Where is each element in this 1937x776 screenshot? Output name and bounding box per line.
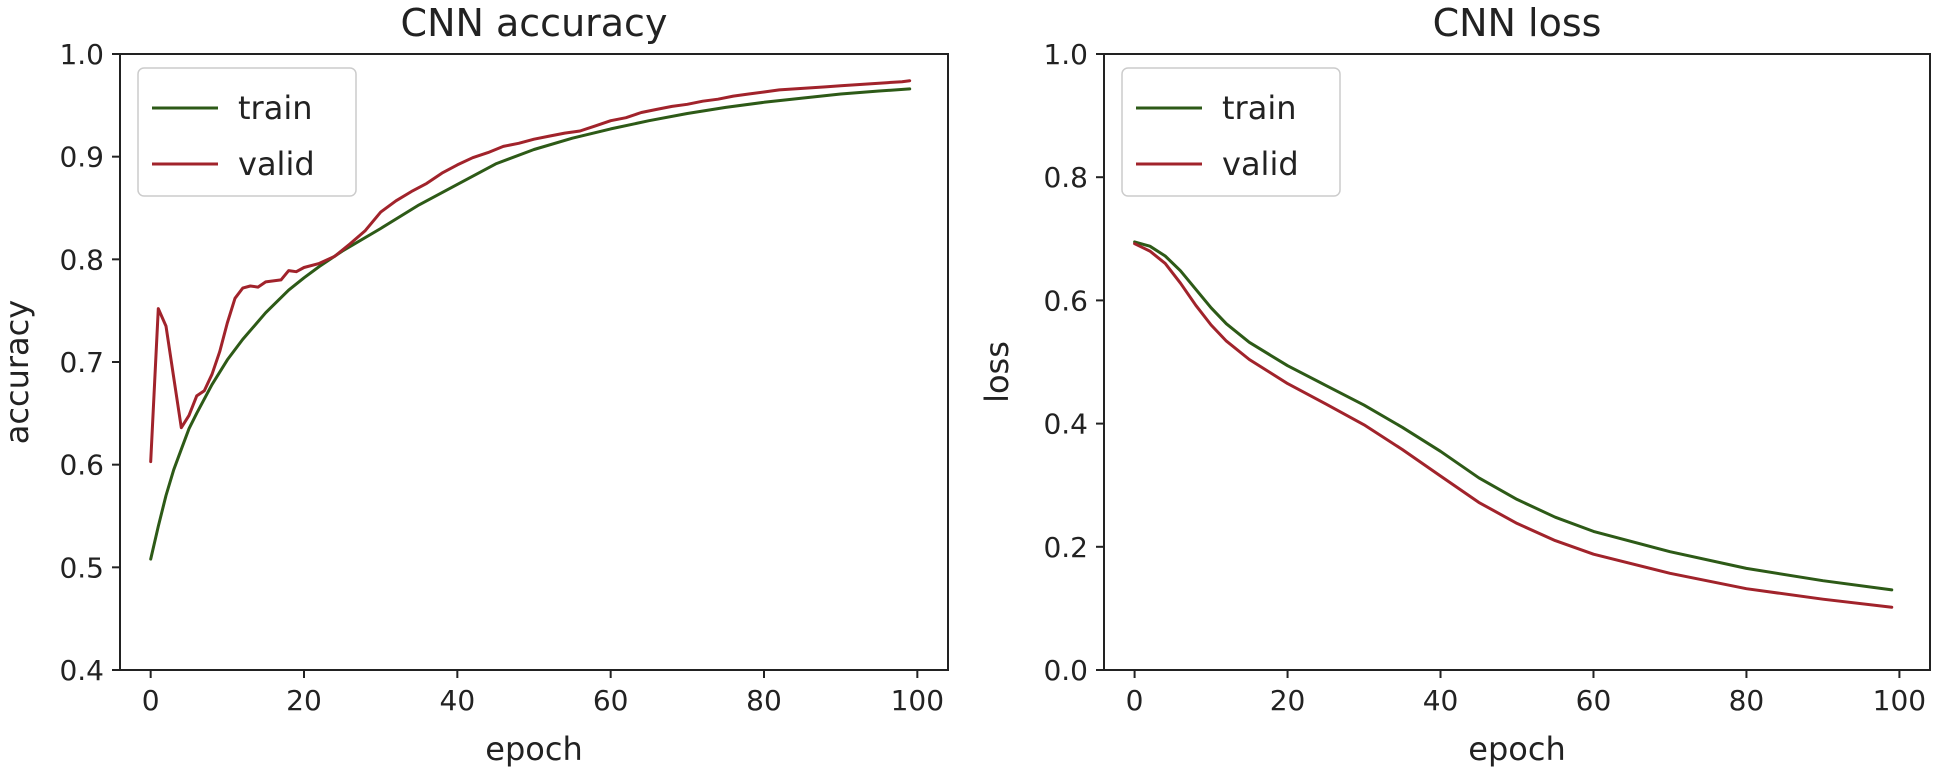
loss-y-tick-label: 1.0 bbox=[1043, 38, 1088, 71]
loss-x-axis-label: epoch bbox=[1468, 730, 1565, 768]
accuracy-legend-valid-label: valid bbox=[238, 145, 315, 183]
accuracy-x-tick-label: 100 bbox=[891, 684, 944, 717]
loss-legend-valid-label: valid bbox=[1222, 145, 1299, 183]
loss-plot-frame bbox=[1103, 53, 1931, 671]
accuracy-x-axis-label: epoch bbox=[485, 730, 582, 768]
loss-y-tick-label: 0.8 bbox=[1043, 161, 1088, 194]
loss-x-tick-label: 40 bbox=[1423, 684, 1459, 717]
loss-x-tick-label: 60 bbox=[1576, 684, 1612, 717]
accuracy-chart-title: CNN accuracy bbox=[401, 1, 668, 45]
loss-y-tick-label: 0.2 bbox=[1043, 531, 1088, 564]
loss-x-tick-label: 0 bbox=[1126, 684, 1144, 717]
loss-x-tick-label: 20 bbox=[1270, 684, 1306, 717]
accuracy-chart-panel: 0 20 40 60 80 100 0.4 0.5 0.6 0.7 0.8 0.9 1.0 CNN acc… bbox=[0, 1, 949, 768]
accuracy-legend-train-label: train bbox=[238, 89, 312, 127]
loss-y-axis-label: loss bbox=[978, 341, 1016, 403]
loss-chart-panel: 0 20 40 60 80 100 0.0 0.2 0.4 0.6 0.8 1.0 CNN loss ep… bbox=[978, 1, 1931, 768]
loss-valid-line bbox=[1133, 242, 1894, 609]
loss-y-tick-label: 0.6 bbox=[1043, 284, 1088, 317]
accuracy-x-tick-label: 80 bbox=[746, 684, 782, 717]
loss-x-tick-label: 80 bbox=[1729, 684, 1765, 717]
accuracy-x-tick-label: 20 bbox=[286, 684, 322, 717]
accuracy-y-tick-label: 0.7 bbox=[59, 346, 104, 379]
accuracy-x-tick-label: 40 bbox=[440, 684, 476, 717]
accuracy-x-tick-label: 0 bbox=[142, 684, 160, 717]
accuracy-y-tick-label: 0.9 bbox=[59, 141, 104, 174]
accuracy-y-tick-label: 0.8 bbox=[59, 243, 104, 276]
accuracy-y-tick-label: 0.4 bbox=[59, 654, 104, 687]
loss-legend-train-label: train bbox=[1222, 89, 1296, 127]
loss-train-line bbox=[1133, 240, 1894, 592]
accuracy-y-tick-label: 1.0 bbox=[59, 38, 104, 71]
loss-y-tick-label: 0.0 bbox=[1043, 654, 1088, 687]
loss-chart-title: CNN loss bbox=[1433, 1, 1602, 45]
accuracy-x-tick-label: 60 bbox=[593, 684, 629, 717]
accuracy-y-tick-label: 0.5 bbox=[59, 551, 104, 584]
accuracy-train-line bbox=[149, 87, 912, 561]
accuracy-y-tick-label: 0.6 bbox=[59, 449, 104, 482]
accuracy-y-axis-label: accuracy bbox=[0, 300, 36, 444]
accuracy-valid-line bbox=[149, 79, 912, 464]
loss-x-tick-label: 100 bbox=[1873, 684, 1926, 717]
loss-y-tick-label: 0.4 bbox=[1043, 408, 1088, 441]
